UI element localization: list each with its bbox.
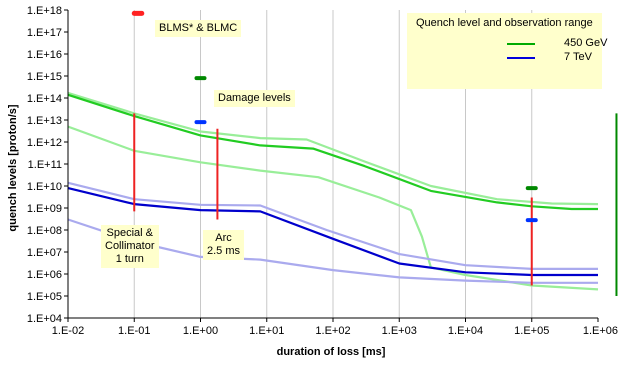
y-tick-label: 1.E+16 [27, 49, 62, 61]
x-tick-label: 1.E+02 [315, 325, 350, 337]
axes [64, 9, 599, 322]
y-tick-label: 1.E+15 [27, 71, 62, 83]
y-tick-label: 1.E+17 [27, 27, 62, 39]
x-tick-label: 1.E+03 [382, 325, 417, 337]
legend-item-450gev: 450 GeV [507, 37, 607, 51]
x-tick-label: 1.E+05 [514, 325, 549, 337]
series-line [67, 93, 598, 211]
y-tick-label: 1.E+05 [27, 291, 62, 303]
annotation-damage-levels: Damage levels [214, 90, 295, 107]
series-line [67, 181, 598, 270]
level-markers [131, 10, 538, 223]
x-tick-label: 1.E+06 [583, 325, 618, 337]
y-tick-label: 1.E+07 [27, 247, 62, 259]
y-tick-label: 1.E+10 [27, 181, 62, 193]
x-tick-label: 1.E+00 [183, 325, 218, 337]
y-tick-label: 1.E+14 [27, 93, 62, 105]
legend: Quench level and observation range 450 G… [407, 13, 607, 89]
x-axis-title: duration of loss [ms] [277, 346, 386, 358]
annotation-blms-blmc: BLMS* & BLMC [155, 20, 242, 37]
legend-item-7tev: 7 TeV [507, 51, 602, 65]
x-tick-label: 1.E-02 [52, 325, 84, 337]
legend-swatch [507, 57, 535, 59]
y-tick-label: 1.E+09 [27, 203, 62, 215]
y-tick-label: 1.E+18 [27, 5, 62, 17]
x-tick-label: 1.E-01 [118, 325, 150, 337]
annotation-arc: Arc 2.5 ms [203, 230, 245, 260]
range-bars [133, 113, 618, 296]
series-line [67, 125, 599, 291]
y-tick-label: 1.E+08 [27, 225, 62, 237]
y-tick-label: 1.E+06 [27, 269, 62, 281]
legend-swatch [507, 43, 535, 45]
annotation-special-collimator: Special & Collimator 1 turn [101, 225, 159, 268]
legend-label: 7 TeV [564, 51, 592, 63]
legend-label: 450 GeV [564, 37, 608, 49]
series-line [67, 91, 599, 206]
x-tick-label: 1.E+01 [249, 325, 284, 337]
y-tick-label: 1.E+13 [27, 115, 62, 127]
y-tick-label: 1.E+04 [27, 313, 62, 325]
y-tick-label: 1.E+12 [27, 137, 62, 149]
series-line [67, 187, 598, 277]
legend-title: Quench level and observation range [416, 17, 593, 29]
tick-labels: 1.E+04 1.E+05 1.E+06 1.E+07 1.E+08 1.E+09 1.E+… [27, 5, 618, 337]
x-tick-label: 1.E+04 [448, 325, 483, 337]
y-axis-title: quench levels [proton/s] [7, 104, 19, 231]
y-tick-label: 1.E+11 [28, 159, 62, 171]
